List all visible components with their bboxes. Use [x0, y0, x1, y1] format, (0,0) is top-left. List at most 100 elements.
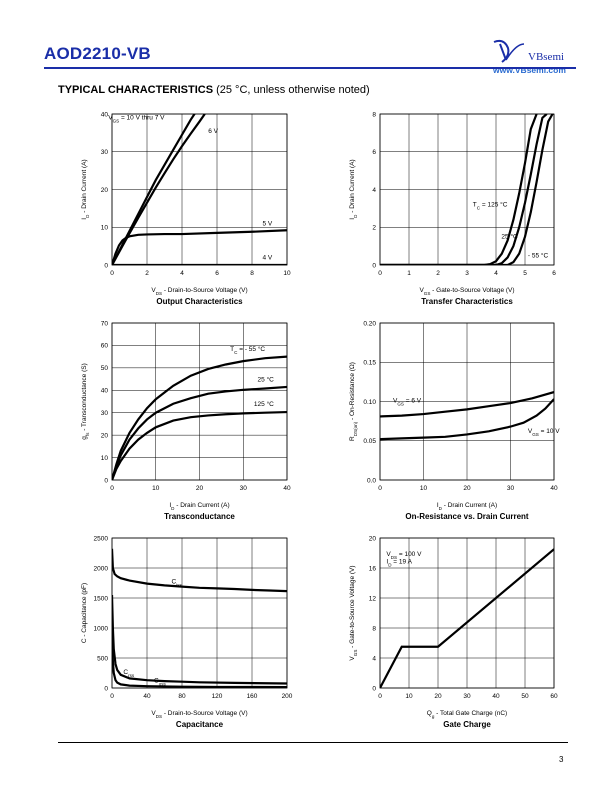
x-axis-label: Qg - Total Gate Charge (nC) [427, 710, 507, 719]
y-tick-label: 10 [101, 455, 109, 462]
x-tick-label: 0 [110, 485, 114, 492]
y-tick-label: 1000 [94, 625, 109, 632]
x-axis-label: ID - Drain Current (A) [437, 502, 497, 511]
y-tick-label: 4 [372, 655, 376, 662]
chart-title: Transconductance [164, 512, 235, 521]
part-number: AOD2210-VB [44, 44, 151, 63]
x-tick-label: 4 [180, 270, 184, 277]
y-tick-label: 500 [97, 655, 108, 662]
y-tick-label: 70 [101, 320, 109, 327]
x-tick-label: 20 [434, 693, 442, 700]
y-axis-label: gfs - Transconductance (S) [81, 363, 90, 440]
x-tick-label: 1 [407, 270, 411, 277]
series-line [380, 391, 554, 418]
section-title-bold: TYPICAL CHARACTERISTICS [58, 84, 214, 96]
y-tick-label: 0 [372, 262, 376, 269]
y-tick-label: 0 [104, 685, 108, 692]
y-axis-label: RDS(on) - On-Resistance (Ω) [349, 362, 358, 441]
brand-url[interactable]: www.VBsemi.com [493, 65, 566, 75]
x-tick-label: 50 [521, 693, 529, 700]
y-axis-label: ID - Drain Current (A) [81, 159, 90, 219]
chart-annotation: VDS = 100 V [386, 551, 422, 560]
plot-frame [379, 537, 555, 689]
chart-on-resistance: 0 10 20 30 40 0.0 0.05 0.10 0.15 0.20 VGS = 6 V VGS… [349, 320, 560, 521]
y-tick-label: 20 [101, 187, 109, 194]
series-label: TC = 125 °C [473, 200, 508, 210]
chart-gate-charge: 0 10 20 30 40 50 60 0 4 8 12 16 20 VDS = 100 VID = 19… [349, 535, 558, 729]
series-label: 4 V [263, 254, 273, 261]
y-tick-label: 0.15 [363, 360, 376, 367]
x-tick-label: 200 [282, 693, 293, 700]
y-tick-label: 50 [101, 365, 109, 372]
series-line [112, 594, 287, 685]
section-title: TYPICAL CHARACTERISTICS (25 °C, unless o… [58, 84, 370, 96]
y-tick-label: 20 [101, 432, 109, 439]
chart-annotation: ID = 19 A [386, 559, 412, 568]
y-tick-label: 0.05 [363, 438, 376, 445]
section-title-note: (25 °C, unless otherwise noted) [213, 84, 370, 96]
x-tick-label: 60 [550, 693, 558, 700]
y-tick-label: 10 [101, 225, 109, 232]
y-tick-label: 16 [369, 565, 377, 572]
x-tick-label: 40 [492, 693, 500, 700]
y-tick-label: 0 [104, 262, 108, 269]
series-line [112, 229, 287, 265]
y-tick-label: 40 [101, 111, 109, 118]
series-label: VGS = 10 V thru 7 V [108, 115, 165, 124]
series-label: VGS = 10 V [528, 428, 560, 437]
x-tick-label: 0 [110, 693, 114, 700]
series-label: Coss [154, 678, 167, 687]
series-label: - 55 °C [528, 251, 549, 259]
plot-frame [379, 322, 555, 481]
x-tick-label: 30 [507, 485, 515, 492]
x-tick-label: 0 [378, 270, 382, 277]
chart-title: Gate Charge [443, 720, 491, 729]
chart-transconductance: 0 10 20 30 40 0 10 20 30 40 50 60 70 TC = - 55 °C 25 °… [81, 320, 291, 521]
series-label: VGS = 6 V [393, 397, 422, 406]
y-tick-label: 30 [101, 410, 109, 417]
y-tick-label: 6 [372, 149, 376, 156]
y-tick-label: 0.10 [363, 399, 376, 406]
x-tick-label: 10 [152, 485, 160, 492]
x-tick-label: 5 [523, 270, 527, 277]
page-number: 3 [559, 755, 564, 764]
series-label: 25 °C [501, 233, 518, 241]
series-line [112, 633, 287, 688]
y-tick-label: 0.0 [367, 477, 376, 484]
header-rule [44, 67, 576, 69]
x-tick-label: 30 [463, 693, 471, 700]
plot-frame [111, 537, 288, 689]
series-line [380, 114, 548, 265]
chart-output: 0 2 4 6 8 10 0 10 20 30 40 VGS = 10 V thru 7 V 6 V 5 … [81, 111, 291, 306]
x-tick-label: 0 [110, 270, 114, 277]
x-tick-label: 20 [196, 485, 204, 492]
series-line [380, 398, 554, 441]
x-tick-label: 20 [463, 485, 471, 492]
chart-transfer: 0 1 2 3 4 5 6 0 2 4 6 8 TC = 125 °C 25 °C - 55 °C VGS -… [349, 111, 556, 306]
x-tick-label: 40 [143, 693, 151, 700]
chart-capacitance: 0 40 80 120 160 20005001000150020002500CissCo… [81, 535, 293, 729]
series-label: 25 °C [258, 375, 275, 383]
y-tick-label: 8 [372, 111, 376, 118]
brand-name: VBsemi [528, 51, 565, 63]
x-tick-label: 2 [436, 270, 440, 277]
y-tick-label: 8 [372, 625, 376, 632]
x-tick-label: 2 [145, 270, 149, 277]
x-tick-label: 40 [283, 485, 291, 492]
x-tick-label: 3 [465, 270, 469, 277]
x-tick-label: 10 [405, 693, 413, 700]
series-line [380, 114, 554, 265]
y-axis-label: ID - Drain Current (A) [349, 159, 358, 219]
chart-title: On-Resistance vs. Drain Current [405, 512, 528, 521]
x-tick-label: 6 [215, 270, 219, 277]
footer-rule [58, 742, 568, 743]
y-tick-label: 60 [101, 343, 109, 350]
x-tick-label: 0 [378, 693, 382, 700]
series-line [112, 355, 287, 480]
x-axis-label: VDS - Drain-to-Source Voltage (V) [151, 710, 247, 719]
x-axis-label: VGS - Gate-to-Source Voltage (V) [419, 287, 514, 296]
y-tick-label: 2500 [94, 535, 109, 542]
y-tick-label: 20 [369, 535, 377, 542]
y-axis-label: C - Capacitance (pF) [81, 583, 88, 643]
series-label: 5 V [263, 221, 273, 228]
